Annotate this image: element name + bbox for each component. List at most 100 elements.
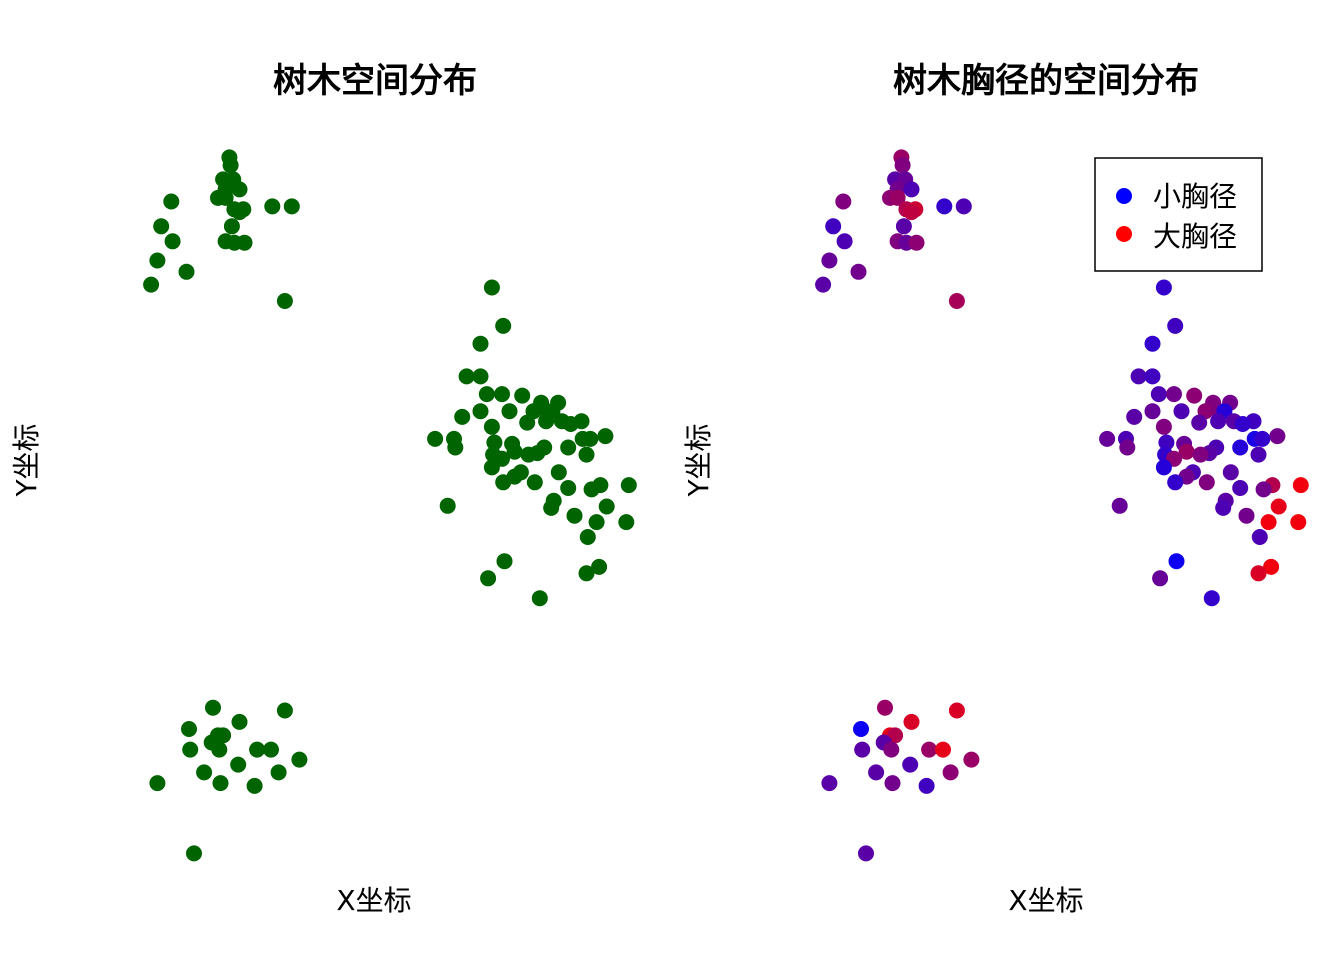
scatter-point — [948, 293, 965, 309]
scatter-point — [597, 428, 614, 445]
scatter-point — [883, 741, 900, 758]
points-layer — [815, 149, 1309, 862]
scatter-point — [955, 198, 972, 215]
scatter-point — [853, 721, 869, 737]
scatter-point — [1251, 529, 1268, 545]
scatter-point — [1198, 474, 1215, 491]
scatter-point — [1166, 386, 1182, 403]
scatter-point — [942, 764, 959, 781]
scatter-point — [506, 443, 523, 460]
scatter-point — [1292, 477, 1309, 494]
legend-label-large-dbh: 大胸径 — [1153, 220, 1237, 253]
scatter-point — [1250, 446, 1267, 463]
scatter-point — [230, 756, 247, 773]
scatter-point — [1203, 590, 1220, 607]
scatter-point — [550, 464, 567, 481]
scatter-point — [276, 702, 293, 719]
scatter-point — [1290, 514, 1307, 531]
scatter-point — [211, 741, 228, 758]
scatter-point — [1191, 414, 1208, 431]
scatter-point — [483, 459, 500, 476]
scatter-point — [496, 553, 513, 570]
scatter-point — [236, 234, 253, 251]
scatter-point — [1255, 481, 1272, 498]
scatter-point — [921, 741, 938, 758]
scatter-point — [936, 198, 953, 215]
scatter-point — [1130, 368, 1147, 385]
scatter-point — [887, 727, 904, 744]
x-axis-label: X坐标 — [1008, 884, 1083, 917]
scatter-point — [483, 418, 500, 435]
scatter-point — [163, 193, 180, 210]
scatter-point — [153, 218, 170, 235]
y-axis-label: Y坐标 — [10, 423, 43, 497]
scatter-point — [538, 413, 555, 430]
scatter-point — [291, 751, 308, 768]
scatter-point — [246, 777, 263, 794]
scatter-point — [1222, 464, 1239, 481]
scatter-point — [531, 590, 548, 607]
scatter-point — [1144, 403, 1161, 420]
scatter-point — [501, 403, 518, 420]
scatter-point — [895, 218, 912, 235]
scatter-point — [205, 699, 221, 716]
scatter-point — [472, 368, 489, 385]
scatter-point — [222, 157, 239, 174]
scatter-point — [217, 189, 234, 206]
scatter-point — [458, 368, 475, 385]
scatter-point — [1269, 428, 1286, 445]
scatter-point — [1215, 499, 1232, 516]
scatter-point — [1210, 413, 1227, 430]
scatter-point — [447, 439, 464, 456]
legend: 小胸径 大胸径 — [1094, 157, 1263, 272]
scatter-point — [520, 446, 537, 463]
scatter-point — [560, 480, 577, 496]
scatter-point — [494, 386, 510, 403]
legend-box — [1094, 157, 1263, 272]
scatter-point — [1186, 387, 1203, 404]
scatter-point — [935, 741, 951, 758]
scatter-point — [249, 741, 266, 758]
scatter-point — [815, 276, 832, 293]
scatter-point — [850, 263, 867, 280]
scatter-point — [276, 293, 293, 309]
scatter-point — [948, 702, 965, 719]
scatter-point — [889, 189, 906, 206]
scatter-point — [164, 233, 181, 250]
scatter-point — [1270, 498, 1287, 515]
scatter-point — [223, 218, 240, 235]
scatter-point — [231, 181, 248, 198]
scatter-point — [1250, 565, 1267, 582]
legend-marker-small-dbh — [1116, 188, 1132, 204]
scatter-point — [182, 741, 199, 758]
scatter-point — [1155, 418, 1172, 435]
scatter-point — [1238, 507, 1255, 524]
scatter-point — [578, 446, 595, 463]
scatter-point — [495, 474, 512, 491]
scatter-point — [283, 198, 300, 215]
scatter-point — [566, 507, 583, 524]
x-axis-label: X坐标 — [336, 884, 411, 917]
scatter-point — [178, 263, 195, 280]
scatter-point — [902, 756, 919, 773]
scatter-point — [478, 386, 495, 403]
scatter-point — [903, 181, 920, 198]
scatter-point — [149, 252, 166, 269]
scatter-point — [825, 218, 842, 235]
scatter-point — [903, 713, 920, 730]
scatter-point — [1173, 403, 1190, 420]
scatter-point — [836, 233, 853, 250]
scatter-point — [1111, 497, 1128, 514]
scatter-panel-tree-distribution: 树木空间分布 X坐标 Y坐标 — [10, 61, 637, 917]
scatter-point — [583, 481, 600, 498]
legend-label-small-dbh: 小胸径 — [1153, 180, 1237, 213]
scatter-point — [1168, 553, 1185, 570]
scatter-point — [454, 408, 471, 425]
scatter-point — [1167, 474, 1184, 491]
scatter-point — [579, 529, 596, 545]
scatter-point — [598, 498, 615, 515]
scatter-point — [472, 403, 489, 420]
scatter-point — [196, 764, 213, 781]
scatter-point — [1263, 558, 1280, 575]
scatter-point — [212, 775, 229, 792]
